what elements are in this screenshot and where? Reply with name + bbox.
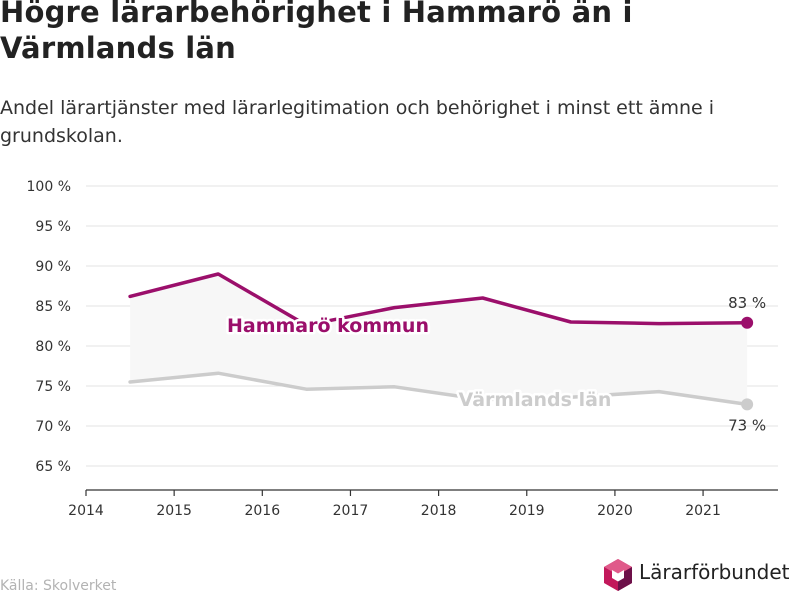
varmland-series-label: Värmlands län xyxy=(459,389,612,411)
x-tick-label: 2016 xyxy=(244,503,280,519)
hammaro-line xyxy=(128,272,749,327)
logo-text: Lärarförbundet xyxy=(639,560,790,584)
chart-subtitle: Andel lärartjänster med lärarlegitimatio… xyxy=(0,97,715,147)
y-tick-label: 80 % xyxy=(35,339,71,355)
series-layer xyxy=(128,272,754,411)
y-tick-label: 85 % xyxy=(35,299,71,315)
y-tick-label: 90 % xyxy=(35,259,71,275)
x-tick-label: 2019 xyxy=(509,503,545,519)
chart-title: Högre lärarbehörighet i Hammarö än i Vär… xyxy=(0,0,633,65)
x-tick-label: 2018 xyxy=(421,503,457,519)
varmland-line xyxy=(128,371,749,407)
y-tick-label: 65 % xyxy=(35,459,71,475)
y-tick-label: 95 % xyxy=(35,219,71,235)
brand-logo: Lärarförbundet xyxy=(601,557,800,593)
hammaro-series-label: Hammarö kommun xyxy=(227,315,429,337)
range-band xyxy=(130,274,748,405)
hammaro-point xyxy=(741,316,754,329)
x-axis: 2014 2015 2016 2017 2018 2019 2020 2021 xyxy=(68,489,778,519)
hammaro-end-label: 83 % xyxy=(728,294,766,312)
x-tick-label: 2015 xyxy=(156,503,192,519)
y-tick-label: 70 % xyxy=(35,419,71,435)
x-tick-label: 2017 xyxy=(333,503,369,519)
varmland-point xyxy=(741,398,754,411)
label-layer: Hammarö kommun Värmlands län 83 % 73 % xyxy=(224,294,766,435)
cube-logo-icon xyxy=(604,559,632,591)
source-note: Källa: Skolverket xyxy=(0,578,117,594)
y-tick-label: 100 % xyxy=(27,179,71,195)
band-layer xyxy=(130,274,748,405)
x-tick-label: 2021 xyxy=(685,503,721,519)
x-tick-label: 2020 xyxy=(597,503,633,519)
y-tick-label: 75 % xyxy=(35,379,71,395)
x-tick-label: 2014 xyxy=(68,503,104,519)
varmland-end-label: 73 % xyxy=(728,416,766,434)
